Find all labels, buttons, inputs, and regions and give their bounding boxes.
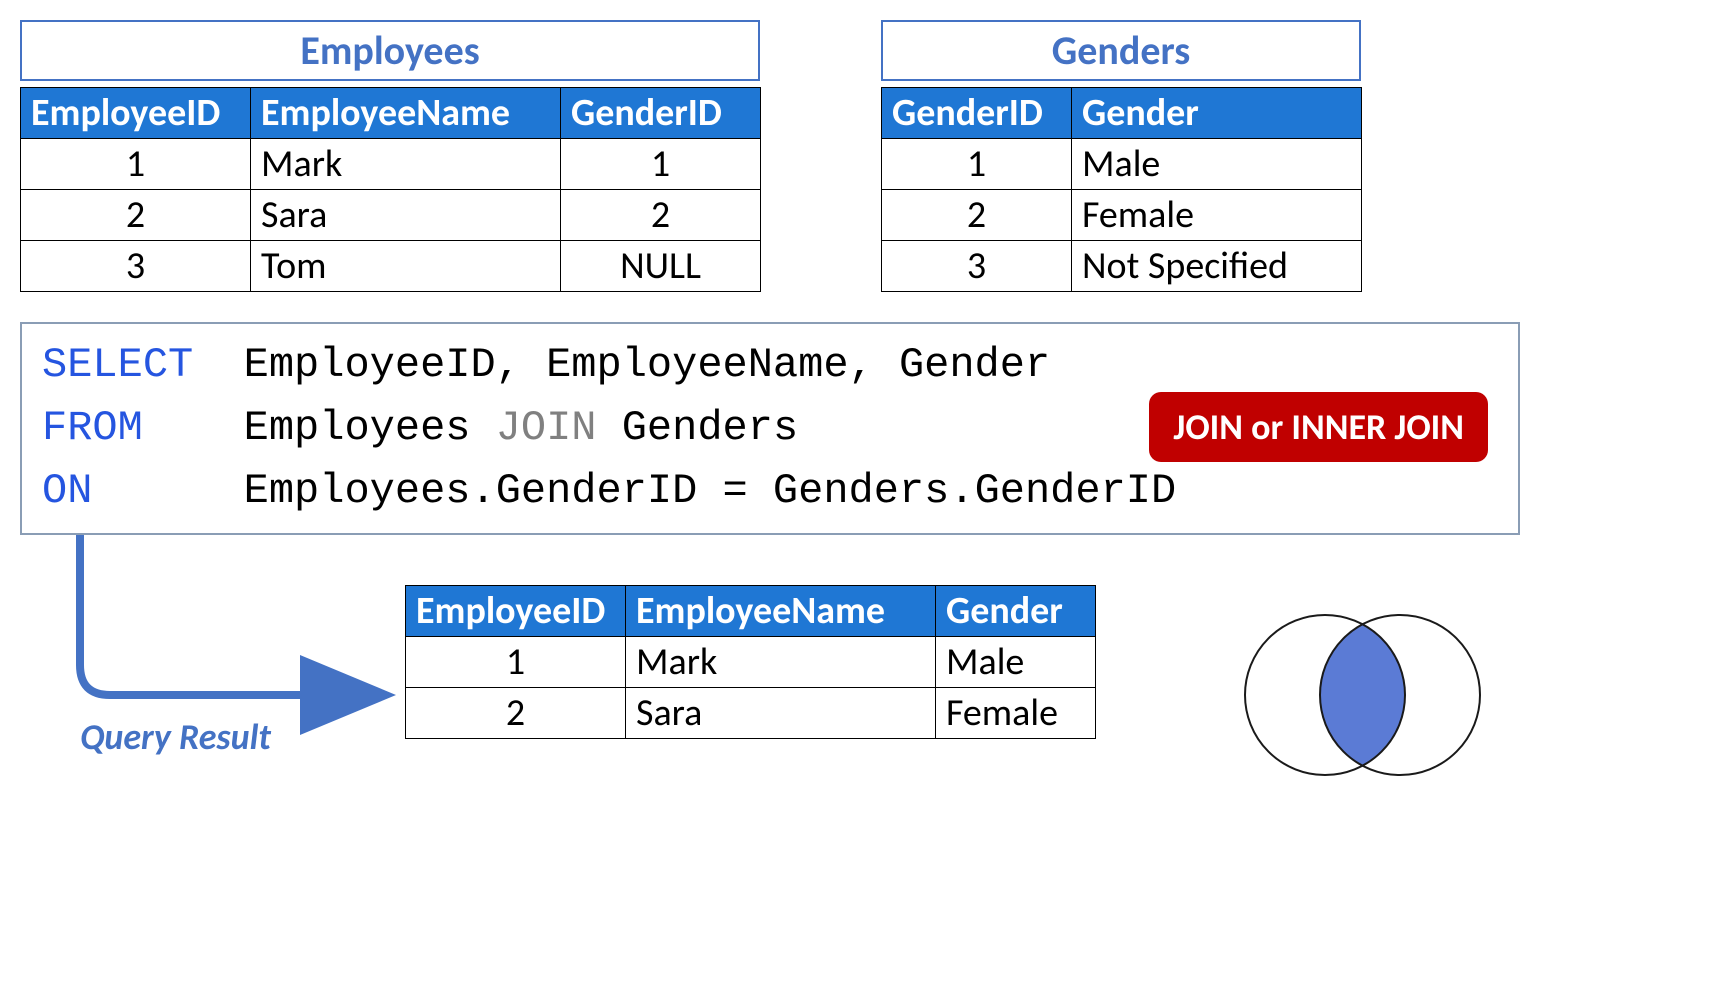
sql-token: Employees — [143, 404, 496, 452]
sql-token: EmployeeID, EmployeeName, Gender — [193, 341, 1050, 389]
table-row: 1Mark1 — [21, 139, 761, 190]
column-header: EmployeeID — [21, 88, 251, 139]
query-result-label: Query Result — [80, 715, 271, 759]
table-cell: 1 — [406, 637, 626, 688]
table-cell: 1 — [561, 139, 761, 190]
column-header: GenderID — [882, 88, 1072, 139]
join-badge: JOIN or INNER JOIN — [1149, 392, 1488, 462]
genders-block: Genders GenderIDGender1Male2Female3Not S… — [881, 20, 1362, 292]
table-row: 3Not Specified — [882, 241, 1362, 292]
column-header: EmployeeName — [251, 88, 561, 139]
table-row: 1Male — [882, 139, 1362, 190]
table-cell: 2 — [406, 688, 626, 739]
table-cell: 3 — [882, 241, 1072, 292]
genders-table: GenderIDGender1Male2Female3Not Specified — [881, 87, 1362, 292]
employees-table: EmployeeIDEmployeeNameGenderID1Mark12Sar… — [20, 87, 761, 292]
employees-title: Employees — [20, 20, 760, 81]
column-header: Gender — [1072, 88, 1362, 139]
result-table-wrap: EmployeeIDEmployeeNameGender1MarkMale2Sa… — [405, 585, 1096, 739]
table-cell: Not Specified — [1072, 241, 1362, 292]
result-table: EmployeeIDEmployeeNameGender1MarkMale2Sa… — [405, 585, 1096, 739]
table-cell: Tom — [251, 241, 561, 292]
column-header: EmployeeName — [626, 586, 936, 637]
result-area: Query Result EmployeeIDEmployeeNameGende… — [20, 545, 1692, 845]
table-row: 2Female — [882, 190, 1362, 241]
employees-block: Employees EmployeeIDEmployeeNameGenderID… — [20, 20, 761, 292]
table-cell: 2 — [21, 190, 251, 241]
sql-token: FROM — [42, 404, 143, 452]
column-header: GenderID — [561, 88, 761, 139]
sql-query-box: JOIN or INNER JOIN SELECT EmployeeID, Em… — [20, 322, 1520, 535]
table-cell: 1 — [21, 139, 251, 190]
table-row: 1MarkMale — [406, 637, 1096, 688]
sql-token: Employees.GenderID = Genders.GenderID — [92, 467, 1176, 515]
sql-token: SELECT — [42, 341, 193, 389]
table-cell: 2 — [882, 190, 1072, 241]
table-cell: Female — [936, 688, 1096, 739]
top-tables-row: Employees EmployeeIDEmployeeNameGenderID… — [20, 20, 1692, 292]
column-header: Gender — [936, 586, 1096, 637]
table-row: 2Sara2 — [21, 190, 761, 241]
table-cell: Mark — [251, 139, 561, 190]
venn-diagram — [1240, 605, 1490, 790]
genders-title: Genders — [881, 20, 1361, 81]
sql-token: JOIN — [496, 404, 597, 452]
column-header: EmployeeID — [406, 586, 626, 637]
table-cell: Male — [1072, 139, 1362, 190]
sql-line: ON Employees.GenderID = Genders.GenderID — [42, 460, 1498, 523]
table-cell: Sara — [251, 190, 561, 241]
table-cell: Male — [936, 637, 1096, 688]
table-cell: 2 — [561, 190, 761, 241]
table-cell: 3 — [21, 241, 251, 292]
table-cell: Mark — [626, 637, 936, 688]
sql-line: SELECT EmployeeID, EmployeeName, Gender — [42, 334, 1498, 397]
table-cell: NULL — [561, 241, 761, 292]
table-cell: 1 — [882, 139, 1072, 190]
sql-token: ON — [42, 467, 92, 515]
table-row: 3TomNULL — [21, 241, 761, 292]
table-row: 2SaraFemale — [406, 688, 1096, 739]
table-cell: Female — [1072, 190, 1362, 241]
table-cell: Sara — [626, 688, 936, 739]
sql-token: Genders — [597, 404, 799, 452]
